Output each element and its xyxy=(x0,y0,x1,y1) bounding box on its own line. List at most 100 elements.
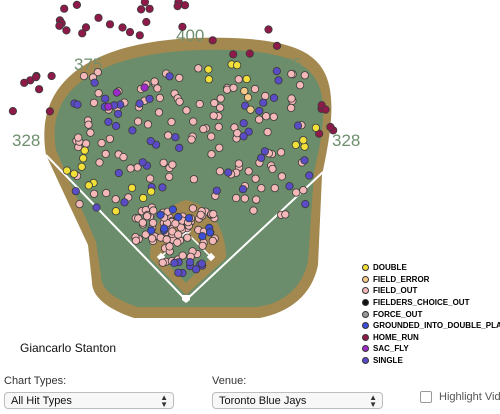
point-field-out xyxy=(178,251,187,260)
point-home-run xyxy=(78,29,87,38)
point-home-run xyxy=(31,73,41,82)
legend-item-field-out: FIELD_OUT xyxy=(362,285,500,297)
point-home-run xyxy=(135,31,144,40)
legend-label-double: DOUBLE xyxy=(373,263,407,273)
legend-label-field-out: FIELD_OUT xyxy=(373,286,418,296)
point-single xyxy=(239,119,248,128)
point-field-out xyxy=(90,189,99,198)
point-field-out xyxy=(101,149,110,158)
point-double xyxy=(291,140,300,149)
legend-swatch-sac-fly xyxy=(362,345,369,353)
legend-label-single: SINGLE xyxy=(373,356,403,366)
point-field-out xyxy=(295,81,305,90)
point-field-out xyxy=(82,139,91,148)
point-field-out xyxy=(198,241,207,250)
venue-label: Venue: xyxy=(212,375,247,387)
point-field-out xyxy=(79,72,89,81)
point-single xyxy=(171,133,180,142)
point-double xyxy=(147,187,156,196)
highlight-video-checkbox[interactable] xyxy=(420,391,432,403)
point-single xyxy=(293,121,303,130)
legend-label-sac-fly: SAC_FLY xyxy=(373,344,409,354)
point-field-out xyxy=(292,188,301,197)
point-field-out xyxy=(131,236,141,245)
point-double xyxy=(127,183,137,192)
point-single xyxy=(285,182,294,191)
point-grounded-into-double-play xyxy=(156,210,165,219)
point-double xyxy=(80,146,89,155)
point-double xyxy=(84,181,93,190)
point-single xyxy=(269,93,279,103)
point-grounded-into-double-play xyxy=(147,226,156,235)
point-field-out xyxy=(251,174,260,183)
legend-swatch-single xyxy=(362,357,369,365)
point-home-run xyxy=(94,13,103,22)
point-field-out xyxy=(216,94,225,103)
point-field-out xyxy=(199,125,208,134)
point-field-out xyxy=(269,112,278,121)
point-field-out xyxy=(209,111,218,120)
spray-chart-svg: 328 375 400 375 328 xyxy=(8,0,360,318)
legend-label-fielders-choice-out: FIELDERS_CHOICE_OUT xyxy=(373,298,470,308)
point-field-out xyxy=(165,172,174,181)
point-home-run xyxy=(142,17,151,27)
point-home-run xyxy=(8,107,17,116)
point-field-out xyxy=(154,108,164,117)
point-single xyxy=(224,168,233,177)
point-single xyxy=(255,106,264,116)
point-field-out xyxy=(93,68,102,77)
point-field-out xyxy=(149,206,158,215)
point-field-out xyxy=(89,98,99,107)
left-foul-line xyxy=(45,154,187,301)
point-field-out xyxy=(164,131,173,140)
point-field-out xyxy=(195,99,204,109)
select-arrows-icon: ▲ ▼ xyxy=(160,393,168,409)
legend-label-grounded-into-double-play: GROUNDED_INTO_DOUBLE_PLAY xyxy=(373,321,500,331)
point-home-run xyxy=(118,23,127,32)
point-field-out xyxy=(234,159,243,168)
point-home-run xyxy=(20,78,29,87)
point-single xyxy=(212,186,221,195)
point-single xyxy=(101,94,110,103)
point-home-run xyxy=(34,85,44,94)
point-single xyxy=(175,143,184,152)
legend-swatch-field-out xyxy=(362,287,369,295)
point-double xyxy=(242,74,251,84)
point-single xyxy=(197,259,206,268)
point-field-out xyxy=(263,128,272,137)
legend-swatch-grounded-into-double-play xyxy=(362,322,369,330)
legend-item-fielders-choice-out: FIELDERS_CHOICE_OUT xyxy=(362,297,500,309)
point-field-out xyxy=(189,175,198,184)
point-home-run xyxy=(208,36,217,45)
point-home-run xyxy=(264,25,273,34)
point-grounded-into-double-play xyxy=(205,228,215,237)
legend-item-grounded-into-double-play: GROUNDED_INTO_DOUBLE_PLAY xyxy=(362,320,500,332)
point-single xyxy=(90,78,99,87)
chart-types-select[interactable]: All Hit Types ▲ ▼ xyxy=(4,392,174,409)
point-double xyxy=(204,65,213,74)
point-double xyxy=(300,142,309,151)
legend-item-home-run: HOME_RUN xyxy=(362,332,500,344)
point-field-out xyxy=(182,106,191,115)
venue-select[interactable]: Toronto Blue Jays ▲ ▼ xyxy=(212,392,383,409)
point-field-out xyxy=(153,84,162,93)
point-field-out xyxy=(215,167,224,176)
point-field-out xyxy=(167,117,176,127)
point-field-out xyxy=(216,103,225,112)
point-field-out xyxy=(240,194,249,203)
point-double xyxy=(62,166,72,175)
point-field-out xyxy=(175,97,184,106)
point-field-out xyxy=(173,238,182,247)
point-single xyxy=(71,187,80,196)
legend-item-force-out: FORCE_OUT xyxy=(362,308,500,320)
venue-select-value: Toronto Blue Jays xyxy=(219,395,307,407)
point-field-out xyxy=(174,230,183,239)
highlight-video-toggle[interactable]: Highlight Video xyxy=(420,391,500,403)
point-field-out xyxy=(232,193,241,203)
point-home-run xyxy=(173,1,182,11)
point-home-run xyxy=(137,5,146,14)
point-field-out xyxy=(277,172,286,181)
point-field-out xyxy=(95,158,104,167)
point-field-out xyxy=(94,89,103,98)
point-home-run xyxy=(72,0,82,10)
